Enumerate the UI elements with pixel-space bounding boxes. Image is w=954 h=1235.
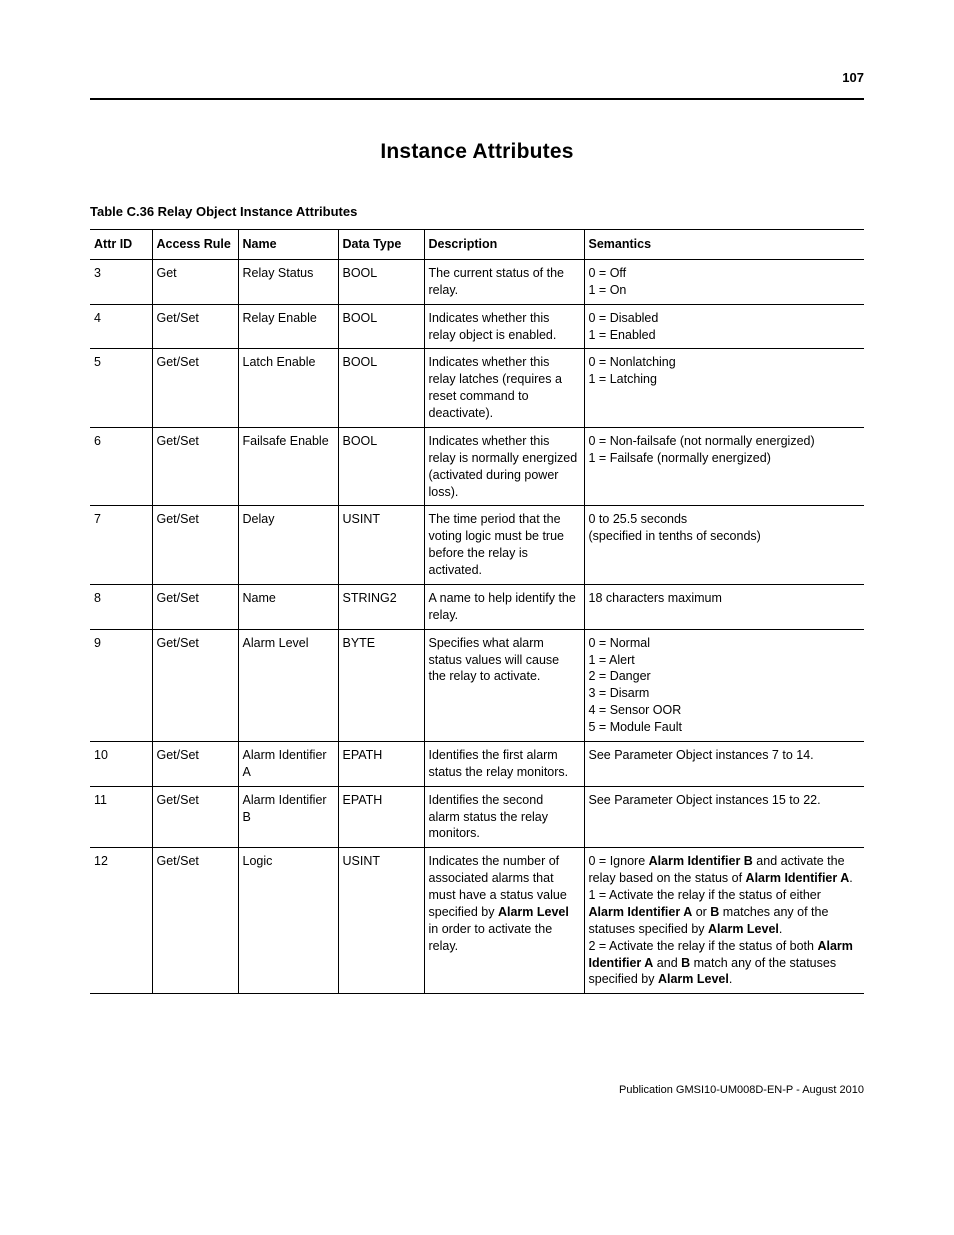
table-row: 4Get/SetRelay EnableBOOLIndicates whethe… [90,304,864,349]
cell-dtype: EPATH [338,786,424,848]
col-header-name: Name [238,230,338,260]
cell-semantics: See Parameter Object instances 15 to 22. [584,786,864,848]
cell-name: Alarm Identifier B [238,786,338,848]
col-header-semantics: Semantics [584,230,864,260]
cell-name: Relay Enable [238,304,338,349]
table-row: 10Get/SetAlarm Identifier AEPATHIdentifi… [90,741,864,786]
cell-dtype: BOOL [338,427,424,506]
table-row: 12Get/SetLogicUSINTIndicates the number … [90,848,864,994]
cell-access: Get/Set [152,786,238,848]
cell-semantics: See Parameter Object instances 7 to 14. [584,741,864,786]
cell-description: Indicates whether this relay latches (re… [424,349,584,428]
cell-name: Logic [238,848,338,994]
publication-footer: Publication GMSI10-UM008D-EN-P - August … [90,1084,864,1096]
cell-description: Specifies what alarm status values will … [424,629,584,741]
cell-attr-id: 4 [90,304,152,349]
col-header-access-rule: Access Rule [152,230,238,260]
cell-description: Indicates the number of associated alarm… [424,848,584,994]
cell-semantics: 0 to 25.5 seconds(specified in tenths of… [584,506,864,585]
cell-name: Failsafe Enable [238,427,338,506]
cell-description: Indicates whether this relay object is e… [424,304,584,349]
cell-attr-id: 3 [90,259,152,304]
cell-access: Get/Set [152,741,238,786]
table-caption: Table C.36 Relay Object Instance Attribu… [90,204,864,219]
cell-dtype: BYTE [338,629,424,741]
cell-dtype: BOOL [338,349,424,428]
cell-semantics: 0 = Non-failsafe (not normally energized… [584,427,864,506]
cell-access: Get/Set [152,304,238,349]
cell-description: The time period that the voting logic mu… [424,506,584,585]
cell-name: Name [238,584,338,629]
cell-semantics: 0 = Ignore Alarm Identifier B and activa… [584,848,864,994]
cell-attr-id: 7 [90,506,152,585]
table-row: 6Get/SetFailsafe EnableBOOLIndicates whe… [90,427,864,506]
cell-attr-id: 8 [90,584,152,629]
cell-dtype: BOOL [338,259,424,304]
col-header-data-type: Data Type [338,230,424,260]
relay-attributes-table: Attr ID Access Rule Name Data Type Descr… [90,229,864,994]
cell-dtype: USINT [338,506,424,585]
cell-semantics: 0 = Disabled1 = Enabled [584,304,864,349]
cell-semantics: 18 characters maximum [584,584,864,629]
cell-description: Identifies the first alarm status the re… [424,741,584,786]
cell-description: Indicates whether this relay is normally… [424,427,584,506]
cell-name: Delay [238,506,338,585]
cell-description: A name to help identify the relay. [424,584,584,629]
cell-attr-id: 6 [90,427,152,506]
cell-dtype: BOOL [338,304,424,349]
cell-attr-id: 11 [90,786,152,848]
table-row: 3GetRelay StatusBOOLThe current status o… [90,259,864,304]
cell-access: Get/Set [152,848,238,994]
col-header-attr-id: Attr ID [90,230,152,260]
cell-access: Get/Set [152,584,238,629]
cell-semantics: 0 = Nonlatching1 = Latching [584,349,864,428]
cell-attr-id: 10 [90,741,152,786]
table-row: 5Get/SetLatch EnableBOOLIndicates whethe… [90,349,864,428]
cell-description: Identifies the second alarm status the r… [424,786,584,848]
cell-dtype: STRING2 [338,584,424,629]
cell-description: The current status of the relay. [424,259,584,304]
table-row: 9Get/SetAlarm LevelBYTESpecifies what al… [90,629,864,741]
table-row: 11Get/SetAlarm Identifier BEPATHIdentifi… [90,786,864,848]
cell-attr-id: 12 [90,848,152,994]
cell-dtype: USINT [338,848,424,994]
cell-access: Get/Set [152,349,238,428]
cell-name: Alarm Level [238,629,338,741]
col-header-description: Description [424,230,584,260]
cell-access: Get/Set [152,629,238,741]
cell-dtype: EPATH [338,741,424,786]
table-row: 8Get/SetNameSTRING2A name to help identi… [90,584,864,629]
cell-name: Relay Status [238,259,338,304]
cell-access: Get/Set [152,506,238,585]
cell-semantics: 0 = Off1 = On [584,259,864,304]
cell-attr-id: 5 [90,349,152,428]
cell-name: Latch Enable [238,349,338,428]
cell-attr-id: 9 [90,629,152,741]
cell-access: Get [152,259,238,304]
page-number: 107 [842,70,864,85]
table-header-row: Attr ID Access Rule Name Data Type Descr… [90,230,864,260]
cell-access: Get/Set [152,427,238,506]
cell-name: Alarm Identifier A [238,741,338,786]
cell-semantics: 0 = Normal1 = Alert2 = Danger3 = Disarm4… [584,629,864,741]
section-title: Instance Attributes [90,140,864,164]
top-rule [90,98,864,100]
table-row: 7Get/SetDelayUSINTThe time period that t… [90,506,864,585]
